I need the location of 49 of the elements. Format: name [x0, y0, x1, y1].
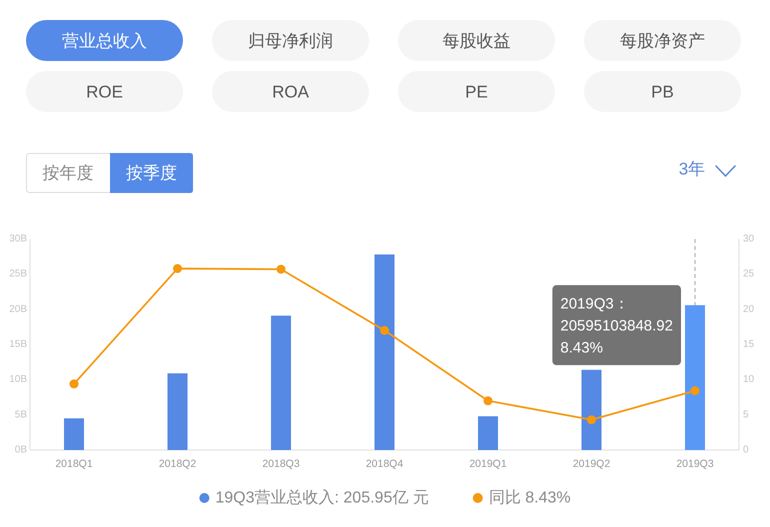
x-tick-label: 2019Q3 — [676, 458, 714, 470]
point — [690, 386, 700, 396]
point — [70, 379, 78, 388]
bar — [64, 418, 84, 450]
x-tick-label: 2018Q2 — [158, 458, 196, 470]
bar — [271, 316, 291, 450]
point — [587, 415, 596, 424]
x-tick-label: 2019Q2 — [572, 458, 610, 470]
y-tick-label: 10B — [9, 374, 28, 386]
point — [380, 326, 389, 335]
point — [173, 264, 182, 274]
x-tick-label: 2019Q1 — [469, 458, 507, 470]
bar — [582, 370, 602, 450]
x-tick-label: 2018Q3 — [262, 458, 300, 470]
tooltip: 2019Q3： 20595103848.92 8.43% — [552, 285, 681, 366]
bar — [478, 416, 498, 450]
legend-label: 同比 8.43% — [488, 488, 571, 506]
tab: ROE — [26, 71, 183, 112]
tab: ROA — [212, 71, 369, 112]
bar — [168, 373, 188, 450]
y2-tick-label: 20 — [743, 304, 755, 315]
tab: 每股收益 — [398, 20, 555, 61]
y-tick-label: 5B — [14, 409, 28, 420]
tab: PB — [584, 71, 741, 112]
y2-tick-label: 10 — [743, 374, 755, 386]
x-tick-label: 2018Q4 — [366, 458, 404, 470]
y2-tick-label: 25 — [743, 268, 755, 280]
y2-tick-label: 0 — [743, 444, 749, 456]
period-toggle: 按年度 按季度 — [26, 153, 193, 193]
point — [276, 264, 286, 274]
point — [484, 396, 492, 406]
y2-tick-label: 15 — [743, 339, 755, 350]
y-tick-label: 25B — [9, 268, 28, 280]
y-tick-label: 15B — [9, 339, 28, 350]
tab: PE — [398, 71, 555, 112]
y2-tick-label: 5 — [743, 409, 749, 420]
tab: 每股净资产 — [584, 20, 741, 61]
range-picker: 3年 — [678, 160, 736, 178]
tab: 营业总收入 — [26, 20, 183, 61]
annotation: 2019Q3： 20595103848.92 8.43% — [560, 296, 673, 357]
bar — [685, 305, 705, 450]
x-tick-label: 2018Q1 — [55, 458, 93, 470]
y-tick-label: 30B — [9, 234, 28, 244]
y-tick-label: 20B — [9, 304, 28, 315]
legend-label: 19Q3营业总收入: 205.95亿 元 — [215, 488, 429, 506]
tab: 归母净利润 — [212, 20, 369, 61]
y-tick-label: 0B — [14, 444, 28, 456]
y2-tick-label: 30 — [743, 234, 755, 244]
bar — [374, 254, 394, 450]
